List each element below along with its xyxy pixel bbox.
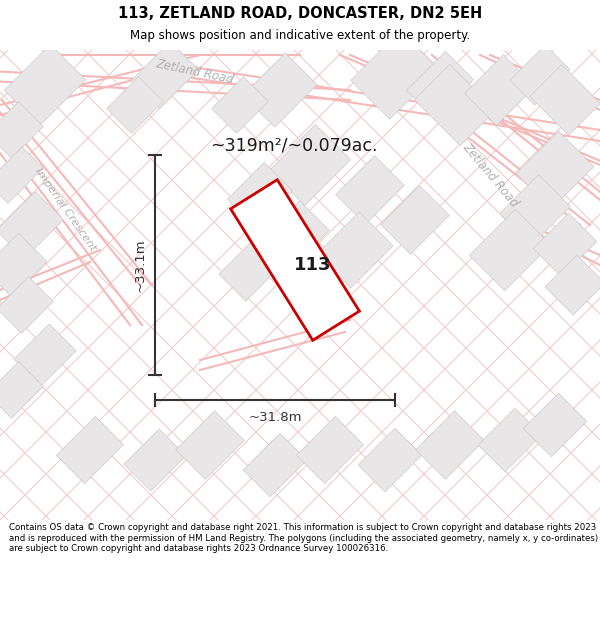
- Polygon shape: [14, 324, 76, 386]
- Polygon shape: [416, 411, 484, 479]
- Polygon shape: [415, 64, 496, 146]
- Polygon shape: [0, 233, 47, 297]
- Polygon shape: [0, 277, 53, 333]
- Polygon shape: [243, 53, 317, 127]
- Polygon shape: [176, 411, 244, 479]
- Polygon shape: [545, 255, 600, 315]
- Polygon shape: [358, 428, 422, 492]
- Text: ~31.8m: ~31.8m: [248, 411, 302, 424]
- Polygon shape: [261, 201, 329, 269]
- Polygon shape: [478, 408, 542, 472]
- Polygon shape: [336, 156, 404, 224]
- Polygon shape: [510, 45, 570, 105]
- Polygon shape: [0, 191, 64, 259]
- Polygon shape: [469, 209, 551, 291]
- Text: Zetland Road: Zetland Road: [460, 141, 520, 209]
- Polygon shape: [381, 186, 449, 254]
- Polygon shape: [4, 44, 86, 126]
- Polygon shape: [523, 393, 587, 457]
- Polygon shape: [351, 31, 439, 119]
- Polygon shape: [243, 433, 307, 497]
- Text: ~33.1m: ~33.1m: [134, 238, 147, 292]
- Polygon shape: [219, 239, 281, 301]
- Polygon shape: [0, 362, 43, 418]
- Polygon shape: [516, 131, 594, 209]
- Text: Zetland Road: Zetland Road: [155, 58, 235, 87]
- Polygon shape: [107, 77, 163, 133]
- Polygon shape: [56, 416, 124, 484]
- Polygon shape: [227, 162, 293, 228]
- Polygon shape: [533, 213, 597, 277]
- Polygon shape: [530, 64, 600, 136]
- Text: 113, ZETLAND ROAD, DONCASTER, DN2 5EH: 113, ZETLAND ROAD, DONCASTER, DN2 5EH: [118, 6, 482, 21]
- Text: Imperial Crescent: Imperial Crescent: [32, 167, 97, 253]
- Polygon shape: [269, 124, 350, 206]
- Polygon shape: [464, 54, 535, 126]
- Polygon shape: [124, 429, 186, 491]
- Polygon shape: [230, 180, 359, 340]
- Polygon shape: [406, 51, 473, 119]
- Polygon shape: [296, 416, 364, 484]
- Text: Contains OS data © Crown copyright and database right 2021. This information is : Contains OS data © Crown copyright and d…: [9, 523, 598, 553]
- Polygon shape: [0, 102, 43, 158]
- Text: Map shows position and indicative extent of the property.: Map shows position and indicative extent…: [130, 29, 470, 42]
- Text: 113: 113: [294, 256, 332, 274]
- Polygon shape: [500, 174, 571, 246]
- Polygon shape: [212, 77, 268, 133]
- Polygon shape: [0, 147, 43, 203]
- Polygon shape: [131, 41, 199, 109]
- Polygon shape: [317, 212, 393, 288]
- Text: ~319m²/~0.079ac.: ~319m²/~0.079ac.: [210, 136, 377, 154]
